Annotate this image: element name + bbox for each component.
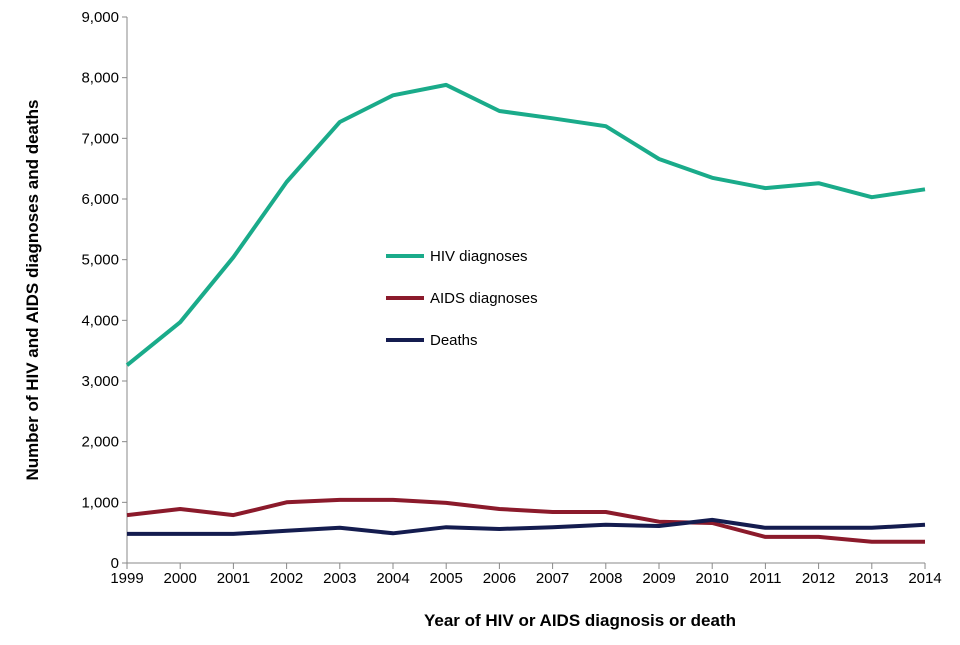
series-line-aids-diagnoses: [127, 500, 925, 542]
y-tick-label: 8,000: [81, 70, 119, 87]
y-axis-label: Number of HIV and AIDS diagnoses and dea…: [23, 100, 42, 481]
x-tick-label: 2003: [323, 570, 356, 587]
series-lines: [127, 85, 925, 542]
series-line-deaths: [127, 520, 925, 534]
x-tick-label: 2009: [642, 570, 675, 587]
y-tick-label: 5,000: [81, 252, 119, 269]
x-tick-label: 1999: [110, 570, 143, 587]
x-tick-label: 2000: [164, 570, 197, 587]
y-tick-label: 3,000: [81, 373, 119, 390]
x-tick-label: 2006: [483, 570, 516, 587]
legend-label-hiv-diagnoses: HIV diagnoses: [430, 248, 528, 265]
x-tick-label: 2005: [430, 570, 463, 587]
y-tick-label: 4,000: [81, 312, 119, 329]
y-tick-label: 9,000: [81, 9, 119, 26]
x-axis-label: Year of HIV or AIDS diagnosis or death: [424, 611, 736, 630]
y-tick-label: 6,000: [81, 191, 119, 208]
x-tick-label: 2007: [536, 570, 569, 587]
legend-label-deaths: Deaths: [430, 332, 478, 349]
series-line-hiv-diagnoses: [127, 85, 925, 365]
legend: HIV diagnoses AIDS diagnoses Deaths: [386, 248, 538, 349]
x-tick-label: 2010: [696, 570, 729, 587]
x-tick-label: 2012: [802, 570, 835, 587]
y-tick-label: 2,000: [81, 434, 119, 451]
x-tick-label: 2011: [749, 570, 781, 587]
x-tick-label: 2001: [217, 570, 250, 587]
x-tick-label: 2014: [908, 570, 941, 587]
x-tick-label: 2008: [589, 570, 622, 587]
x-tick-label: 2004: [376, 570, 409, 587]
x-tick-label: 2013: [855, 570, 888, 587]
y-tick-label: 1,000: [81, 494, 119, 511]
legend-label-aids-diagnoses: AIDS diagnoses: [430, 290, 538, 307]
y-tick-label: 7,000: [81, 130, 119, 147]
x-tick-label: 2002: [270, 570, 303, 587]
